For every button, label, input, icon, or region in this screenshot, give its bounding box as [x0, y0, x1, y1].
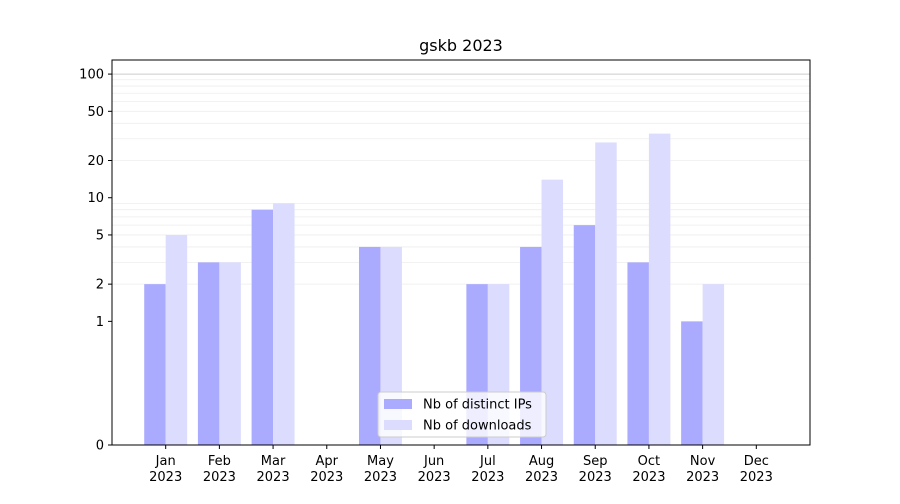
x-tick-label: Apr 2023	[310, 454, 343, 485]
x-tick-label: Jan 2023	[149, 454, 182, 485]
bar-distinct-ips	[358, 246, 381, 445]
legend-label: Nb of downloads	[423, 419, 532, 434]
grid-lines	[112, 73, 810, 285]
x-tick-label: Aug 2023	[525, 454, 558, 485]
axes: 0 1 2 5 10 20 50 100 Jan 2023 Feb 2023 Mar 2023 Apr 202…	[79, 59, 811, 485]
x-tick-label: Feb 2023	[203, 454, 236, 485]
legend-box	[377, 391, 547, 438]
y-tick-label: 20	[87, 154, 104, 169]
legend-swatch	[384, 420, 412, 430]
legend-label: Nb of distinct IPs	[423, 398, 532, 413]
bar-downloads	[541, 179, 564, 446]
legend: Nb of distinct IPs Nb of downloads	[377, 391, 547, 438]
bar-distinct-ips	[573, 225, 596, 445]
bar-downloads	[595, 142, 617, 445]
bar-distinct-ips	[197, 262, 220, 445]
bar-distinct-ips	[681, 321, 703, 445]
y-tick-label: 1	[96, 315, 104, 330]
legend-swatch	[384, 399, 412, 409]
plot-frame	[111, 59, 811, 446]
y-tick-label: 2	[96, 278, 104, 293]
bars	[144, 133, 725, 446]
bar-downloads	[648, 133, 671, 445]
bar-downloads	[702, 284, 725, 445]
x-tick-label: Jul 2023	[471, 454, 504, 485]
y-tick-label: 10	[87, 191, 104, 206]
bar-distinct-ips	[251, 209, 274, 445]
bar-downloads	[273, 203, 295, 445]
y-tick-label: 0	[96, 439, 104, 454]
chart-title: gskb 2023	[419, 36, 503, 55]
y-tick-label: 50	[87, 105, 104, 120]
bar-downloads	[165, 234, 188, 445]
bar-downloads	[219, 262, 241, 445]
x-tick-label: Mar 2023	[257, 454, 290, 485]
y-tick-label: 5	[96, 228, 104, 243]
x-tick-label: Nov 2023	[686, 454, 719, 485]
y-tick-label: 100	[79, 68, 104, 83]
x-tick-label: Sep 2023	[579, 454, 612, 485]
bar-distinct-ips	[144, 284, 166, 445]
x-tick-label: May 2023	[364, 454, 397, 485]
x-tick-label: Dec 2023	[740, 454, 773, 485]
x-tick-label: Oct 2023	[632, 454, 665, 485]
x-tick-label: Jun 2023	[418, 454, 451, 485]
bar-distinct-ips	[627, 262, 649, 445]
